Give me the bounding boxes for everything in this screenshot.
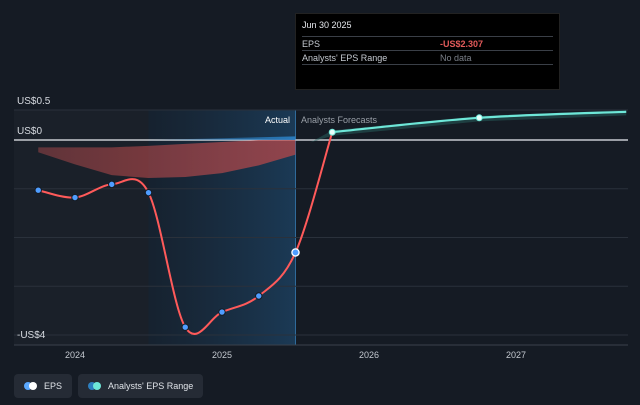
x-tick-label: 2027 [506,350,526,360]
eps-point [34,186,42,194]
y-label-zero: US$0 [17,126,42,137]
eps-point [144,188,153,197]
forecast-point [328,128,336,136]
x-tick-label: 2026 [359,350,379,360]
forecast-range-band [310,110,627,143]
tooltip: Jun 30 2025 EPS -US$2.307 Analysts' EPS … [295,13,560,90]
tooltip-eps-key: EPS [302,38,321,49]
y-label-top: US$0.5 [17,96,51,107]
eps-legend-icon [24,382,38,390]
region-label-forecast: Analysts Forecasts [301,115,378,125]
legend-dot [88,382,97,390]
eps-point [108,180,116,189]
past-shade [14,110,149,345]
tooltip-range-value: No data [440,52,472,63]
eps-point [255,292,263,300]
forecast-point [475,114,483,122]
eps-range-legend-icon [88,382,102,390]
eps-point [291,248,300,257]
tooltip-row-range: Analysts' EPS Range No data [302,50,553,65]
tooltip-date: Jun 30 2025 [302,20,352,30]
legend-range-label: Analysts' EPS Range [108,381,194,391]
tooltip-range-key: Analysts' EPS Range [302,52,388,63]
x-tick-label: 2024 [65,350,85,360]
eps-point [218,308,226,316]
region-label-actual: Actual [265,115,290,125]
legend-dot [29,382,37,390]
tooltip-row-eps: EPS -US$2.307 [302,36,553,50]
legend-item-eps-range[interactable]: Analysts' EPS Range [78,374,204,398]
tooltip-eps-value: -US$2.307 [440,38,484,49]
eps-range-band [38,138,296,179]
y-label-bottom: -US$4 [17,330,46,341]
legend-eps-label: EPS [44,381,63,391]
x-tick-label: 2025 [212,350,232,360]
eps-point [71,193,79,202]
legend-dot [24,382,32,390]
eps-point [181,323,189,331]
legend-dot [93,382,102,390]
legend: EPS Analysts' EPS Range [14,374,204,398]
legend-item-eps[interactable]: EPS [14,374,73,398]
range-band-positive [148,136,296,140]
